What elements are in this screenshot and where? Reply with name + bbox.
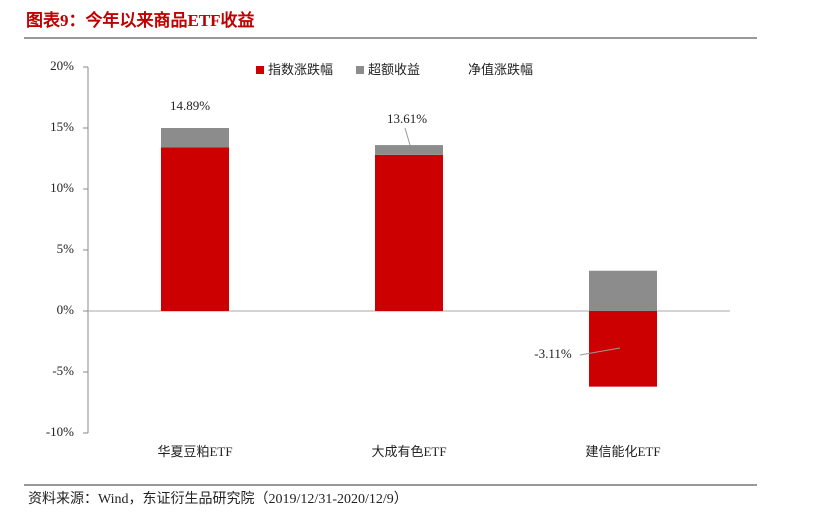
leader-line	[404, 127, 411, 146]
y-tick-label: 5%	[57, 241, 75, 256]
bar	[161, 147, 229, 311]
y-tick-label: 0%	[57, 302, 75, 317]
value-label: -3.11%	[534, 346, 572, 361]
legend-label: 指数涨跌幅	[268, 62, 333, 77]
value-label: 13.61%	[387, 111, 427, 126]
chart-title: 图表9：今年以来商品ETF收益	[26, 10, 255, 30]
value-label: 14.89%	[170, 98, 210, 113]
bar	[375, 154, 443, 311]
y-tick-label: 20%	[50, 58, 74, 73]
legend-swatch	[356, 66, 364, 74]
bar	[375, 145, 443, 155]
y-tick-label: 10%	[50, 180, 74, 195]
bar	[161, 128, 229, 148]
x-tick-label: 华夏豆粕ETF	[157, 444, 232, 459]
legend-swatch	[256, 66, 264, 74]
legend-label: 净值涨跌幅	[468, 62, 533, 77]
legend-label: 超额收益	[368, 62, 420, 77]
y-tick-label: -5%	[52, 363, 74, 378]
source: 资料来源：Wind，东证衍生品研究院（2019/12/31-2020/12/9）	[28, 491, 408, 507]
x-tick-label: 大成有色ETF	[371, 444, 446, 459]
bar	[589, 311, 657, 387]
leader-line	[579, 347, 621, 356]
y-tick-label: 15%	[50, 119, 74, 134]
x-tick-label: 建信能化ETF	[585, 444, 660, 459]
bar	[589, 270, 657, 311]
y-tick-label: -10%	[46, 424, 74, 439]
